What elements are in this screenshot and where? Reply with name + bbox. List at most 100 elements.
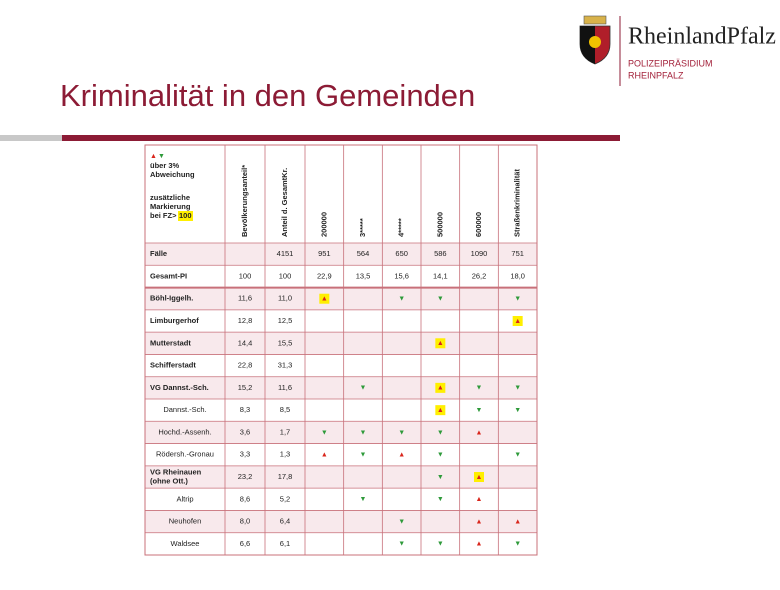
row-label: Altrip xyxy=(176,494,193,503)
cell-highlight xyxy=(435,338,446,349)
cell-marker: ▼ xyxy=(476,407,483,414)
cell-marker: ▲ xyxy=(476,429,483,436)
cell-marker: ▲ xyxy=(398,452,405,459)
cell-value: 17,8 xyxy=(278,472,293,481)
cell-value: 1,7 xyxy=(280,427,290,436)
cell-marker: ▲ xyxy=(321,296,328,303)
legend-note-highlight: 100 xyxy=(179,211,192,220)
cell-value: 18,0 xyxy=(510,271,525,280)
cell-value: 6,4 xyxy=(280,517,290,526)
row-label: Rödersh.-Gronau xyxy=(156,450,214,459)
cell-marker: ▲ xyxy=(437,340,444,347)
cell-marker: ▲ xyxy=(321,452,328,459)
cell-value: 1,3 xyxy=(280,450,290,459)
column-header: 200000 xyxy=(319,212,328,237)
cell-value: 100 xyxy=(279,271,292,280)
cell-value: 5,2 xyxy=(280,494,290,503)
logo-name: RheinlandPfalz xyxy=(628,24,776,50)
cell-value: 11,6 xyxy=(278,383,292,392)
row-label: Gesamt-PI xyxy=(150,271,187,280)
cell-value: 3,3 xyxy=(240,450,250,459)
row-label: VG Rheinauen xyxy=(150,467,202,476)
row-background xyxy=(145,287,537,310)
cell-value: 751 xyxy=(511,249,524,258)
cell-marker: ▼ xyxy=(398,296,405,303)
cell-value: 3,6 xyxy=(240,427,250,436)
cell-value: 6,1 xyxy=(280,539,290,548)
logo-line: POLIZEIPRÄSIDIUM xyxy=(628,58,713,68)
cell-marker: ▼ xyxy=(437,541,444,548)
cell-highlight xyxy=(474,472,484,482)
cell-value: 15,2 xyxy=(238,383,253,392)
cell-marker: ▼ xyxy=(437,474,444,481)
column-header: Straßenkriminalität xyxy=(513,169,522,237)
row-label: Waldsee xyxy=(171,539,200,548)
column-header: 600000 xyxy=(474,212,483,237)
cell-marker: ▼ xyxy=(398,429,405,436)
cell-value: 6,6 xyxy=(240,539,250,548)
legend-note: Markierung xyxy=(150,202,191,211)
cell-value: 14,4 xyxy=(238,338,253,347)
row-background xyxy=(145,399,537,422)
cell-marker: ▼ xyxy=(514,452,521,459)
cell-value: 22,9 xyxy=(317,271,332,280)
row-background xyxy=(145,265,537,288)
row-background xyxy=(145,532,537,555)
cell-marker: ▲ xyxy=(514,318,521,325)
cell-marker: ▼ xyxy=(437,296,444,303)
legend-note: zusätzliche xyxy=(150,193,190,202)
cell-value: 11,0 xyxy=(278,294,292,303)
cell-value: 15,6 xyxy=(394,271,409,280)
cell-value: 100 xyxy=(239,271,252,280)
cell-marker: ▼ xyxy=(514,296,521,303)
cell-marker: ▼ xyxy=(360,429,367,436)
cell-value: 8,0 xyxy=(240,517,250,526)
cell-value: 650 xyxy=(395,249,408,258)
cell-marker: ▼ xyxy=(360,452,367,459)
table: ▲ ▼über 3%AbweichungzusätzlicheMarkierung… xyxy=(144,144,538,556)
row-background xyxy=(145,354,537,377)
cell-marker: ▼ xyxy=(437,429,444,436)
cell-value: 586 xyxy=(434,249,447,258)
cell-value: 8,6 xyxy=(240,494,250,503)
cell-value: 564 xyxy=(357,249,370,258)
row-label: Schifferstadt xyxy=(150,361,196,370)
legend-text: über 3% xyxy=(150,161,180,170)
cell-value: 23,2 xyxy=(238,472,253,481)
cell-value: 15,5 xyxy=(278,338,293,347)
cell-marker: ▲ xyxy=(476,496,483,503)
header-background xyxy=(145,145,537,243)
cell-marker: ▲ xyxy=(437,407,444,414)
cell-highlight xyxy=(512,316,523,326)
legend-highlight xyxy=(178,211,193,221)
row-label: Hochd.-Assenh. xyxy=(158,427,211,436)
row-background xyxy=(145,488,537,511)
cell-value: 8,3 xyxy=(240,405,250,414)
cell-marker: ▼ xyxy=(398,518,405,525)
cell-value: 13,5 xyxy=(356,271,371,280)
row-label: VG Dannst.-Sch. xyxy=(150,383,209,392)
row-label: Fälle xyxy=(150,249,167,258)
row-label: (ohne Ott.) xyxy=(150,476,188,485)
column-header: Bevölkerungsanteil* xyxy=(240,165,249,237)
slide-title: Kriminalität in den Gemeinden xyxy=(60,78,475,113)
cell-value: 12,8 xyxy=(238,316,253,325)
cell-value: 1090 xyxy=(471,249,488,258)
cell-marker: ▲ xyxy=(437,385,444,392)
cell-marker: ▼ xyxy=(514,541,521,548)
row-background xyxy=(145,510,537,533)
legend-text: Abweichung xyxy=(150,170,195,179)
column-header: 3***** xyxy=(358,218,367,237)
accent-bar-grey xyxy=(0,135,62,141)
legend-down: ▼ xyxy=(158,153,165,160)
cell-marker: ▲ xyxy=(476,474,483,481)
cell-marker: ▼ xyxy=(321,429,328,436)
cell-marker: ▼ xyxy=(437,496,444,503)
cell-marker: ▼ xyxy=(476,385,483,392)
cell-highlight xyxy=(435,382,446,393)
row-label: Dannst.-Sch. xyxy=(163,405,206,414)
cell-value: 8,5 xyxy=(280,405,290,414)
row-background xyxy=(145,309,537,333)
